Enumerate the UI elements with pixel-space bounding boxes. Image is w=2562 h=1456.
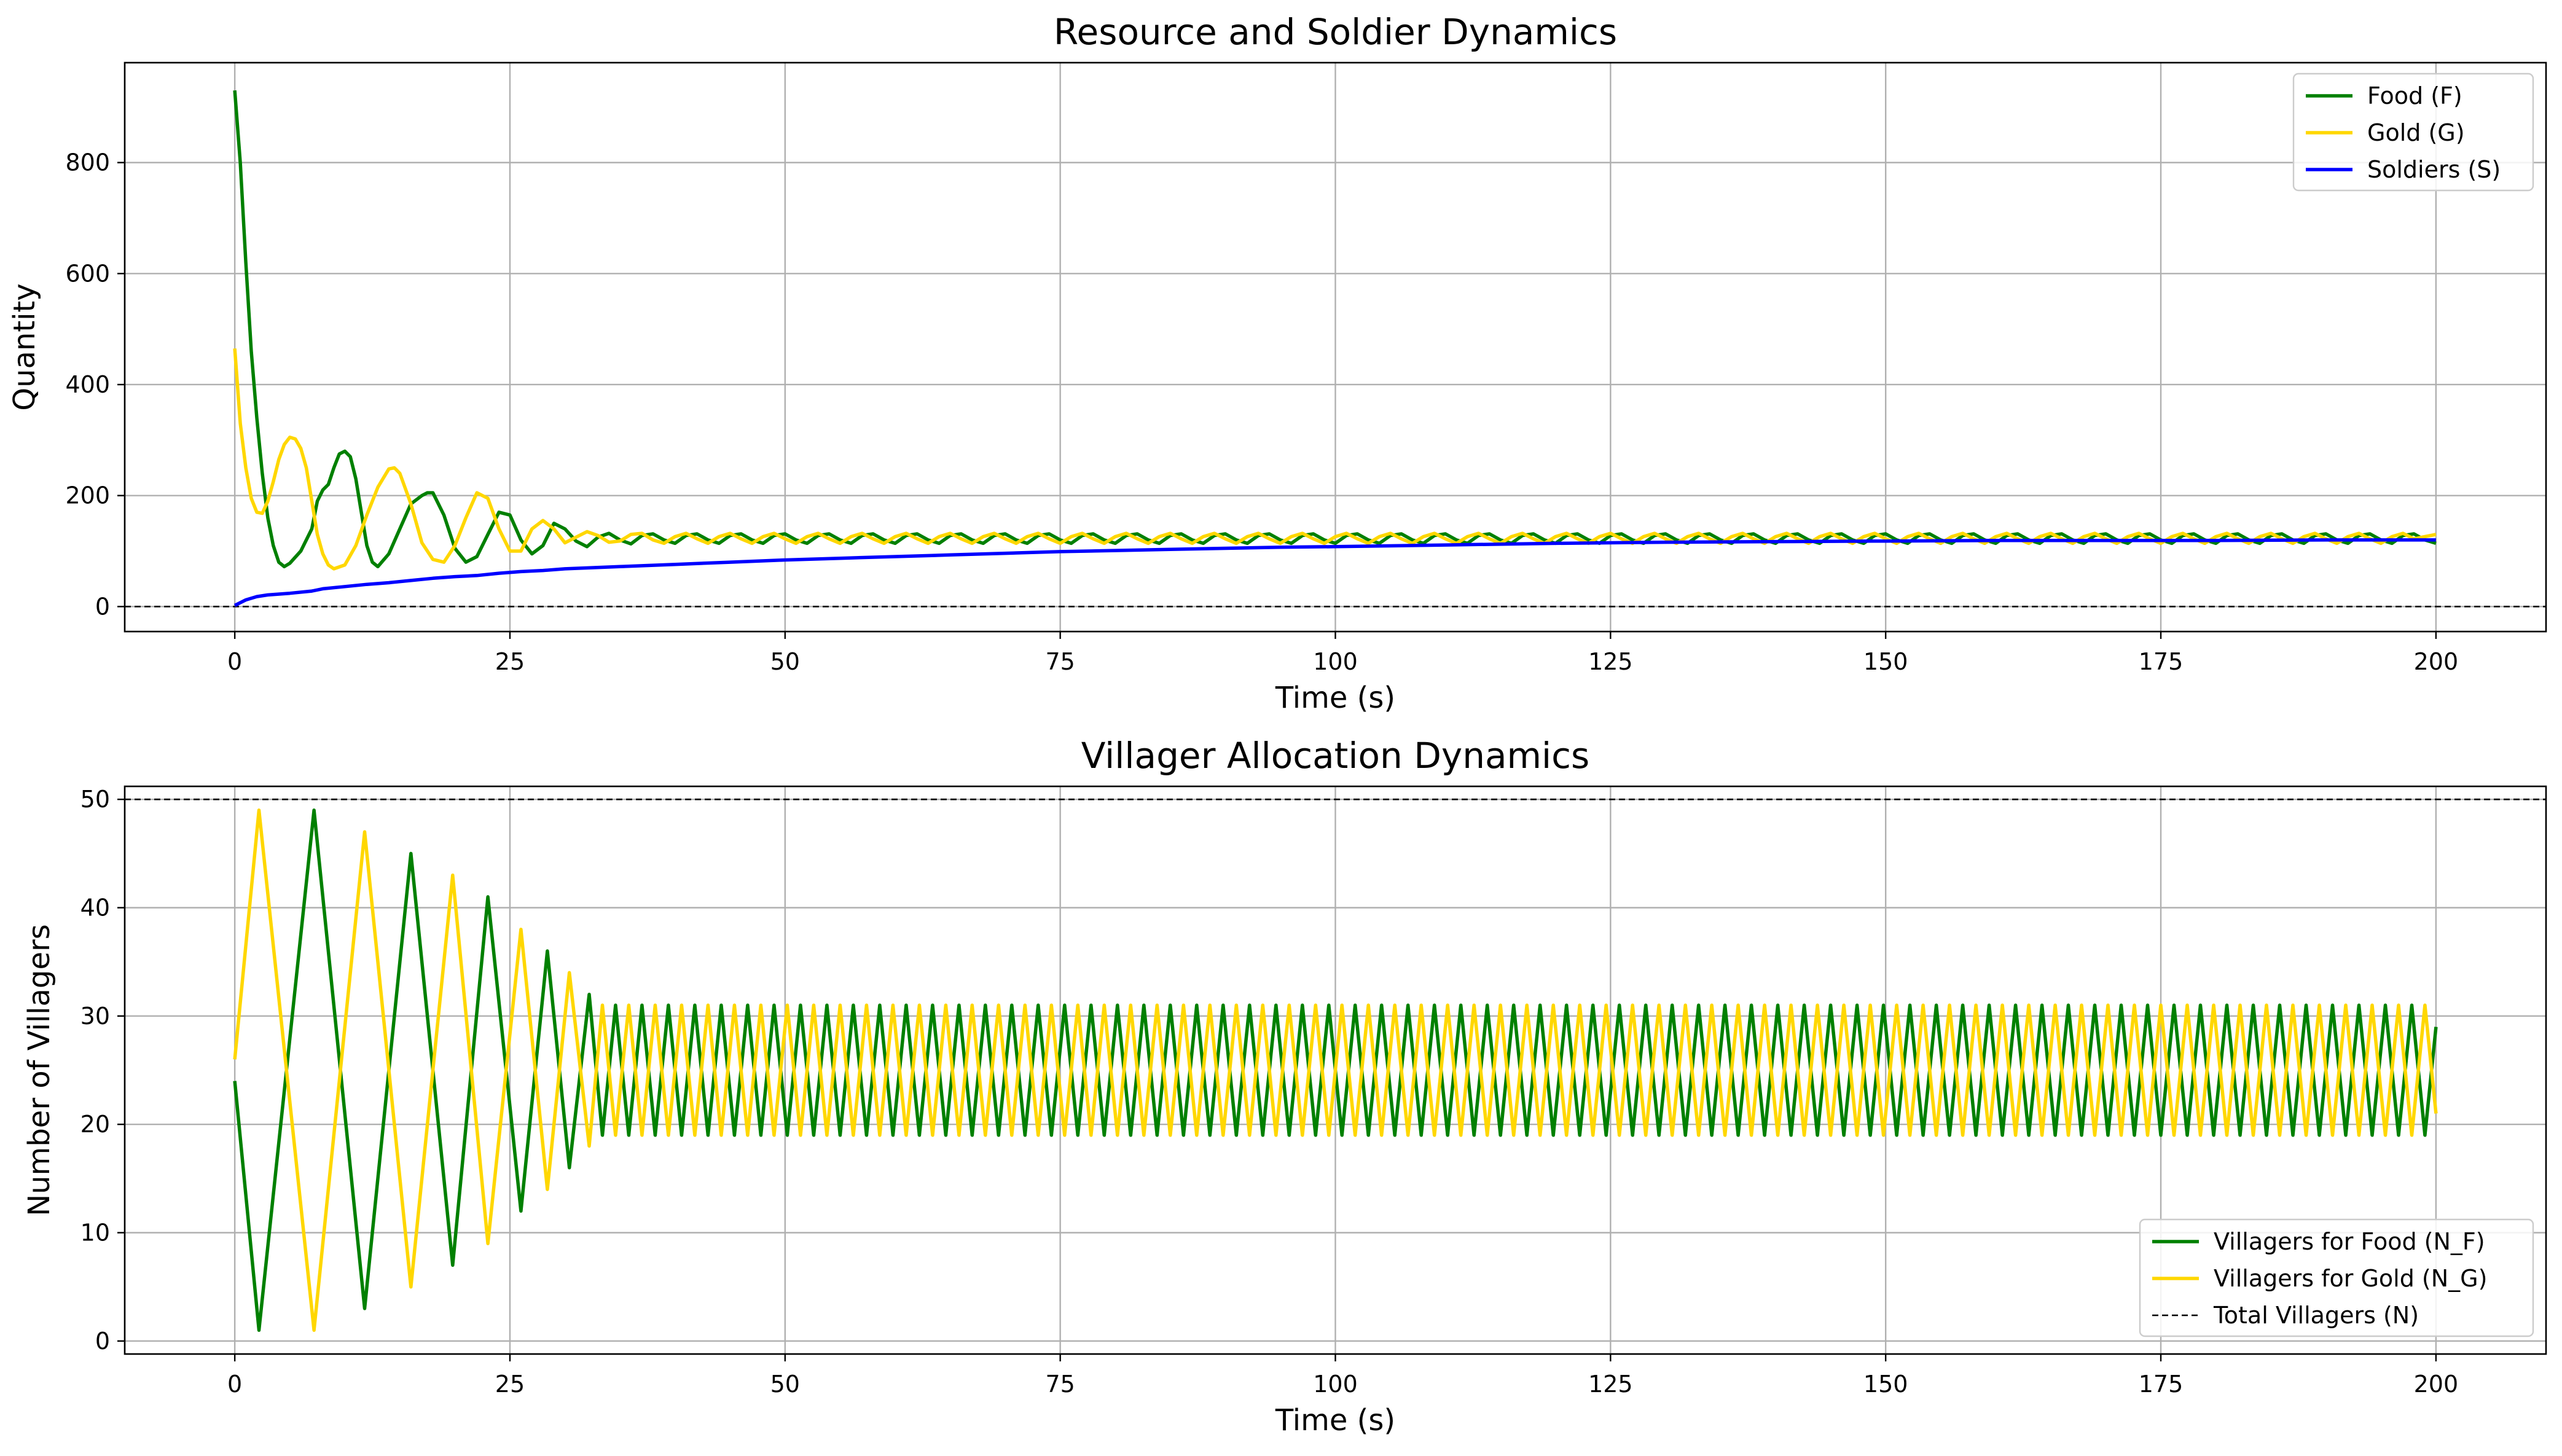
legend-frame — [2139, 1218, 2534, 1337]
x-tick-label: 150 — [1863, 1371, 1908, 1398]
legend-label-total-villagers-n: Total Villagers (N) — [2213, 1302, 2419, 1329]
y-tick-label: 200 — [65, 482, 110, 509]
legend: Villagers for Food (N_F) Villagers for Go… — [2139, 1218, 2534, 1337]
x-tick-label: 150 — [1863, 648, 1908, 675]
chart-2: 0 25 50 75 100 125 150 175 200 0 10 20 30 40 50 Village… — [22, 735, 2547, 1438]
x-tick-label: 100 — [1313, 1371, 1358, 1398]
series-line-gold-g — [233, 348, 2437, 571]
x-tick-label: 175 — [2139, 648, 2184, 675]
legend-label-villagers-for-gold-n-g: Villagers for Gold (N_G) — [2214, 1265, 2487, 1292]
legend-label-gold-g: Gold (G) — [2367, 119, 2465, 146]
x-axis-label: Time (s) — [1275, 681, 1395, 715]
chart-1: 0 25 50 75 100 125 150 175 200 0 200 400 600 800 Resou… — [7, 11, 2547, 715]
chart-title: Resource and Soldier Dynamics — [1054, 11, 1617, 53]
x-tick-label: 175 — [2139, 1371, 2184, 1398]
y-axis-label: Number of Villagers — [22, 924, 57, 1216]
legend-label-food-f: Food (F) — [2367, 82, 2462, 109]
x-tick-label: 75 — [1045, 648, 1075, 675]
x-axis-label: Time (s) — [1275, 1403, 1395, 1438]
y-tick-label: 40 — [80, 894, 110, 921]
x-tick-label: 25 — [495, 648, 525, 675]
plot-area — [125, 798, 2546, 1332]
legend-label-soldiers-s: Soldiers (S) — [2367, 156, 2501, 183]
x-tick-label: 75 — [1045, 1371, 1075, 1398]
plot-area — [233, 90, 2437, 607]
x-tick-label: 125 — [1588, 1371, 1633, 1398]
y-tick-label: 800 — [65, 149, 110, 176]
y-tick-label: 0 — [95, 593, 110, 620]
y-tick-label: 20 — [80, 1111, 110, 1138]
chart-title: Villager Allocation Dynamics — [1081, 735, 1589, 777]
x-tick-label: 200 — [2414, 648, 2459, 675]
x-tick-label: 125 — [1588, 648, 1633, 675]
y-tick-label: 50 — [80, 786, 110, 813]
x-tick-label: 0 — [227, 648, 242, 675]
series-line-villagers-for-food-n-f — [233, 808, 2438, 1332]
series-line-food-f — [233, 90, 2437, 569]
y-tick-label: 10 — [80, 1219, 110, 1247]
x-tick-label: 100 — [1313, 648, 1358, 675]
x-tick-label: 50 — [770, 648, 800, 675]
series-line-villagers-for-gold-n-g — [233, 808, 2438, 1332]
legend: Food (F) Gold (G) Soldiers (S) — [2292, 72, 2534, 192]
y-tick-label: 0 — [95, 1328, 110, 1355]
x-tick-label: 50 — [770, 1371, 800, 1398]
legend-frame — [2292, 72, 2534, 192]
series-line-soldiers-s — [233, 538, 2436, 607]
legend-label-villagers-for-food-n-f: Villagers for Food (N_F) — [2214, 1228, 2485, 1255]
x-tick-label: 0 — [227, 1371, 242, 1398]
x-tick-label: 200 — [2414, 1371, 2459, 1398]
y-tick-label: 600 — [65, 260, 110, 287]
y-axis-label: Quantity — [7, 283, 42, 410]
y-tick-label: 30 — [80, 1003, 110, 1030]
x-tick-label: 25 — [495, 1371, 525, 1398]
y-tick-label: 400 — [65, 371, 110, 398]
